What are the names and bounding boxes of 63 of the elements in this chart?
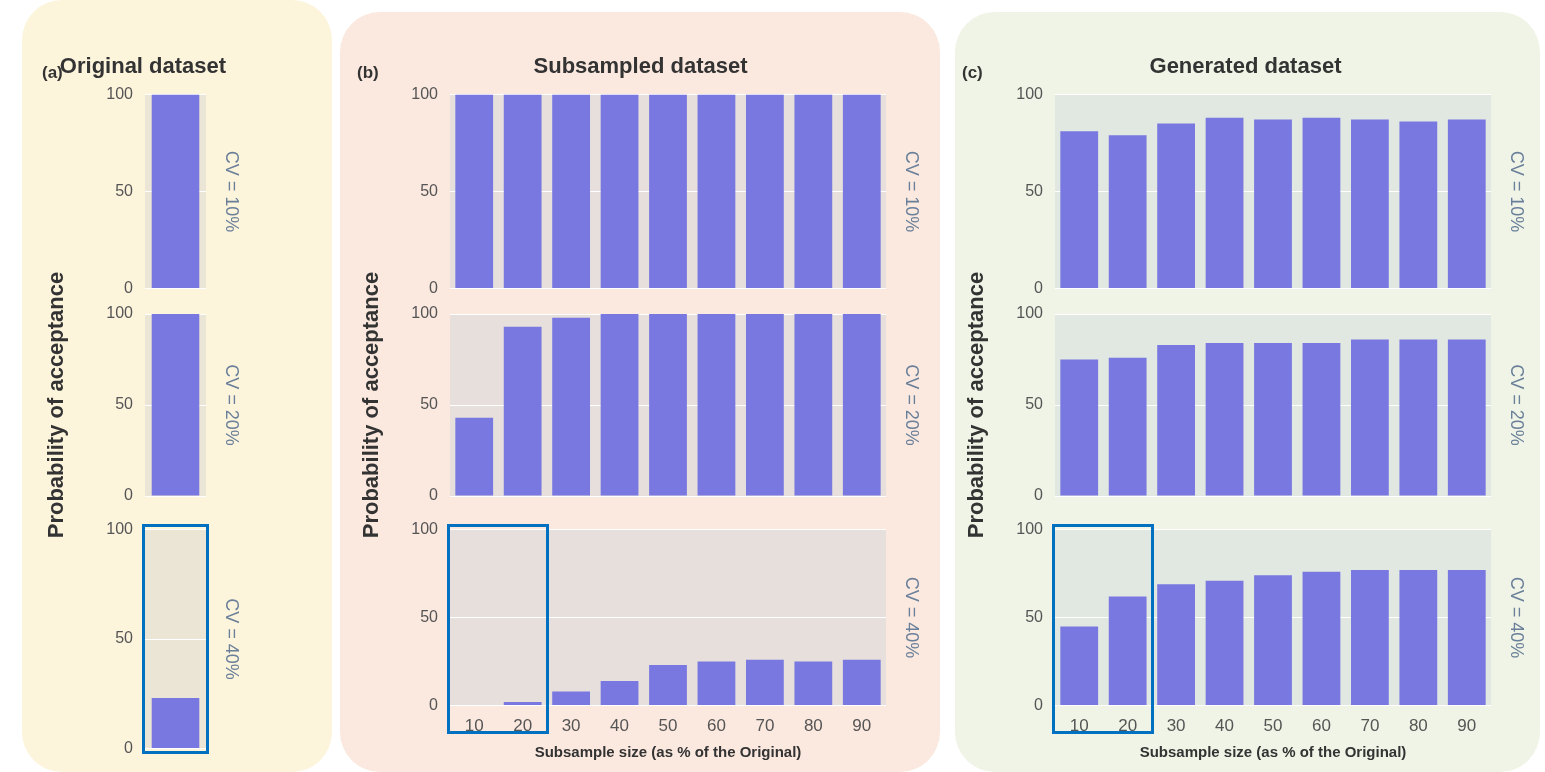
- y-tick-label: 0: [1034, 278, 1044, 296]
- x-tick-label: 90: [852, 716, 872, 736]
- x-tick-label: 50: [658, 716, 678, 736]
- y-tick-label: 50: [1025, 181, 1044, 199]
- x-tick-label: 40: [1215, 716, 1235, 736]
- y-tick-label: 50: [420, 395, 439, 413]
- y-tick-label: 100: [1016, 304, 1044, 322]
- y-tick-label: 50: [420, 608, 439, 626]
- y2-axis-title: CV = 40%: [222, 598, 243, 680]
- text: (c): [962, 62, 983, 82]
- chart-title: Generated dataset: [1149, 53, 1343, 79]
- y-tick-label: 100: [106, 520, 134, 538]
- x-tick-label: 80: [803, 716, 823, 736]
- x-tick-label: 80: [1408, 716, 1428, 736]
- x-tick-label: 50: [1263, 716, 1283, 736]
- x-tick-label: 10: [464, 716, 484, 736]
- x-tick-label: 10: [1069, 716, 1089, 736]
- y-axis-title: Probability of acceptance: [358, 271, 384, 539]
- y-tick-label: 100: [106, 304, 134, 322]
- x-tick-label: 30: [1166, 716, 1186, 736]
- y-tick-label: 100: [1016, 520, 1044, 538]
- y-tick-label: 100: [106, 84, 134, 102]
- y-tick-label: 0: [429, 696, 439, 714]
- y2-axis-title: CV = 20%: [222, 364, 243, 446]
- y2-axis-title: CV = 20%: [902, 364, 923, 446]
- y-tick-label: 0: [429, 486, 439, 504]
- y-tick-label: 0: [124, 738, 134, 756]
- x-tick-label: 40: [610, 716, 630, 736]
- chart-title: Subsampled dataset: [533, 53, 749, 79]
- y-tick-label: 50: [115, 181, 134, 199]
- y-tick-label: 50: [1025, 395, 1044, 413]
- y2-axis-title: CV = 10%: [902, 150, 923, 233]
- x-tick-label: 20: [1118, 716, 1138, 736]
- y-tick-label: 0: [1034, 696, 1044, 714]
- y-tick-label: 50: [115, 395, 134, 413]
- x-tick-label: 70: [755, 716, 775, 736]
- y-tick-label: 50: [115, 629, 134, 647]
- x-axis-title: Subsample size (as % of the Original): [534, 743, 802, 761]
- y-tick-label: 0: [429, 278, 439, 296]
- y2-axis-title: CV = 20%: [1507, 364, 1528, 446]
- x-tick-label: 60: [706, 716, 726, 736]
- x-tick-label: 30: [561, 716, 581, 736]
- y-tick-label: 100: [411, 84, 439, 102]
- y2-axis-title: CV = 10%: [222, 150, 243, 233]
- y2-axis-title: CV = 40%: [1507, 576, 1528, 659]
- y-axis-title: Probability of acceptance: [43, 271, 69, 539]
- y-tick-label: 100: [1016, 84, 1044, 102]
- x-tick-label: 20: [513, 716, 533, 736]
- y-tick-label: 0: [1034, 486, 1044, 504]
- y2-axis-title: CV = 40%: [902, 576, 923, 659]
- y-tick-label: 0: [124, 278, 134, 296]
- x-tick-label: 90: [1457, 716, 1477, 736]
- x-tick-label: 70: [1360, 716, 1380, 736]
- y-tick-label: 0: [124, 486, 134, 504]
- text: (b): [357, 62, 379, 82]
- y-tick-label: 50: [420, 181, 439, 199]
- y-tick-label: 50: [1025, 608, 1044, 626]
- y-tick-label: 100: [411, 304, 439, 322]
- x-axis-title: Subsample size (as % of the Original): [1139, 743, 1407, 761]
- y2-axis-title: CV = 10%: [1507, 150, 1528, 233]
- x-tick-label: 60: [1311, 716, 1331, 736]
- y-axis-title: Probability of acceptance: [963, 271, 989, 539]
- y-tick-label: 100: [411, 520, 439, 538]
